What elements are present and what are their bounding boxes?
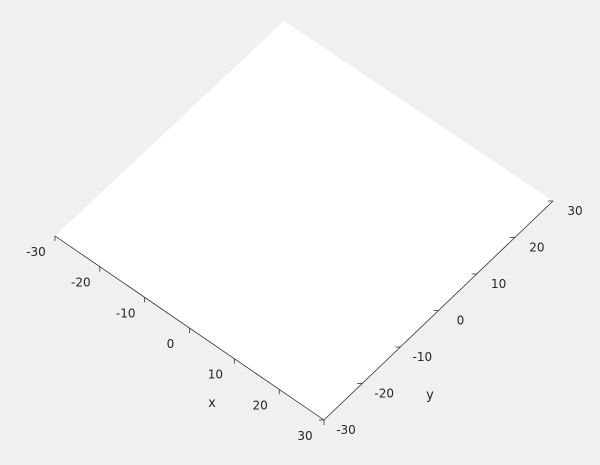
y-tick-label: 30 <box>567 204 582 218</box>
y-axis-label: y <box>426 388 434 403</box>
x-tick-label: -10 <box>116 306 136 320</box>
x-tick-label: -30 <box>26 245 46 259</box>
axes-plane <box>55 21 553 420</box>
y-tick-label: 20 <box>529 241 544 255</box>
x-tick-label: -20 <box>71 276 91 290</box>
y-tick-label: -30 <box>336 423 356 437</box>
y-tick-label: 10 <box>491 277 506 291</box>
y-axis: -30 -20 -10 0 10 20 30 <box>319 200 583 437</box>
x-tick-label: 10 <box>208 368 223 382</box>
x-tick-label: 0 <box>167 337 175 351</box>
x-tick-label: 30 <box>297 429 312 443</box>
y-tick-label: 0 <box>457 314 465 328</box>
x-axis-label: x <box>208 396 216 411</box>
x-axis: -30 -20 -10 0 10 20 30 <box>26 235 325 443</box>
x-tick-label: 20 <box>253 398 268 412</box>
y-tick-label: -20 <box>374 387 394 401</box>
y-tick-label: -10 <box>413 350 433 364</box>
